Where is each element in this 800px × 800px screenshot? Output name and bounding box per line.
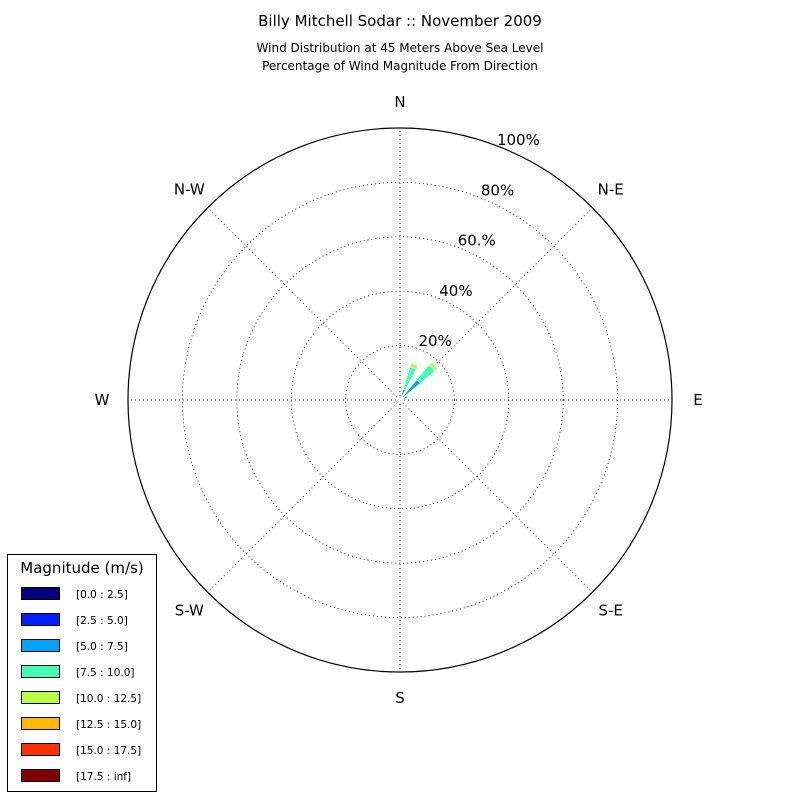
radial-tick-label: 100% xyxy=(497,131,540,149)
grid-ring xyxy=(236,236,564,564)
legend-swatch xyxy=(21,769,60,782)
chart-title: Billy Mitchell Sodar :: November 2009 xyxy=(258,12,542,30)
legend-swatch xyxy=(21,639,60,652)
legend-swatch xyxy=(21,613,60,626)
wind-sectors xyxy=(390,361,439,406)
direction-label: S-E xyxy=(599,602,623,620)
wind-sector-wedge xyxy=(395,399,399,401)
legend-label: [2.5 : 5.0] xyxy=(76,615,128,627)
direction-label: E xyxy=(693,391,702,409)
legend-label: [12.5 : 15.0] xyxy=(76,719,142,731)
legend-label: [15.0 : 17.5] xyxy=(76,745,142,757)
legend-swatch xyxy=(21,665,60,678)
wind-sector-wedge xyxy=(407,395,410,398)
outer-ring xyxy=(127,127,673,673)
radial-tick-label: 60.% xyxy=(458,232,496,250)
polar-grid xyxy=(128,128,672,672)
legend-label: [7.5 : 10.0] xyxy=(76,667,135,679)
legend-swatch xyxy=(21,691,60,704)
legend-label: [17.5 : inf] xyxy=(76,771,132,783)
direction-label: N-E xyxy=(598,180,624,198)
polar-labels: N N-E E S-E S S-W W N-W 20% 40% 60.% 80% 100% xyxy=(95,93,703,707)
grid-ring xyxy=(345,345,455,455)
direction-label: W xyxy=(95,391,110,409)
wind-sector-wedge xyxy=(394,403,397,406)
legend-label: [10.0 : 12.5] xyxy=(76,693,142,705)
legend-label: [0.0 : 2.5] xyxy=(76,589,128,601)
radial-tick-label: 80% xyxy=(481,181,514,199)
legend-swatch xyxy=(21,717,60,730)
grid-spoke xyxy=(399,399,593,593)
polar-frame xyxy=(127,127,673,673)
grid-ring xyxy=(181,181,619,619)
radial-tick-label: 20% xyxy=(418,332,451,350)
legend-title: Magnitude (m/s) xyxy=(20,559,144,577)
legend: Magnitude (m/s) [0.0 : 2.5] [2.5 : 5.0] … xyxy=(7,554,157,792)
direction-label: N-W xyxy=(174,180,205,198)
wind-sector-wedge xyxy=(390,401,394,405)
direction-label: S-W xyxy=(175,602,204,620)
grid-spoke xyxy=(207,207,401,401)
wind-sector-wedge xyxy=(398,400,401,403)
chart-subtitle-line-2: Percentage of Wind Magnitude From Direct… xyxy=(262,59,538,73)
legend-swatch xyxy=(21,743,60,756)
legend-swatch xyxy=(21,587,60,600)
grid-spoke xyxy=(399,207,593,401)
direction-label: S xyxy=(395,689,405,707)
legend-label: [5.0 : 7.5] xyxy=(76,641,128,653)
wind-sector-wedge xyxy=(397,398,400,401)
grid-spoke xyxy=(207,399,401,593)
radial-tick-label: 40% xyxy=(439,282,472,300)
chart-subtitle-line-1: Wind Distribution at 45 Meters Above Sea… xyxy=(256,41,544,55)
wind-sector-wedge xyxy=(409,362,419,370)
direction-label: N xyxy=(394,93,405,111)
wind-sector-wedge xyxy=(428,361,439,372)
